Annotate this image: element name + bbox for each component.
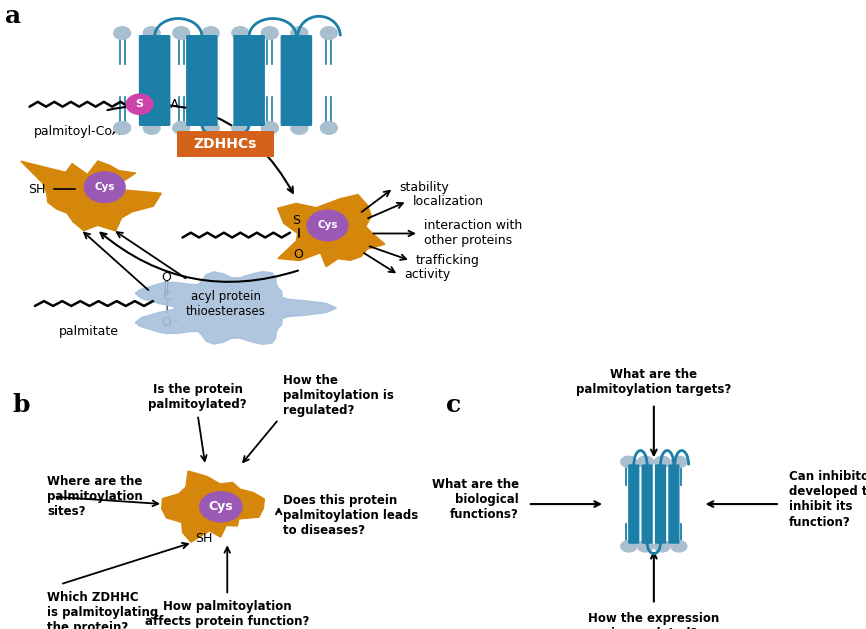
Circle shape bbox=[291, 27, 307, 40]
Polygon shape bbox=[135, 272, 336, 344]
Text: activity: activity bbox=[404, 269, 450, 281]
FancyBboxPatch shape bbox=[186, 35, 217, 126]
Circle shape bbox=[126, 94, 153, 114]
FancyBboxPatch shape bbox=[281, 35, 312, 126]
FancyBboxPatch shape bbox=[233, 35, 265, 126]
Text: How palmitoylation
affects protein function?: How palmitoylation affects protein funct… bbox=[145, 600, 309, 628]
Circle shape bbox=[621, 540, 637, 552]
Text: CoA: CoA bbox=[155, 97, 179, 111]
Text: ⁻: ⁻ bbox=[173, 318, 178, 328]
Text: trafficking: trafficking bbox=[417, 254, 480, 267]
Circle shape bbox=[671, 456, 687, 467]
FancyBboxPatch shape bbox=[642, 464, 653, 543]
Circle shape bbox=[113, 121, 131, 134]
FancyBboxPatch shape bbox=[655, 464, 666, 543]
Text: O: O bbox=[293, 248, 303, 260]
Circle shape bbox=[173, 121, 190, 134]
Text: SH: SH bbox=[196, 532, 213, 545]
Circle shape bbox=[199, 492, 242, 522]
Text: O: O bbox=[161, 316, 171, 329]
Circle shape bbox=[291, 121, 307, 134]
Text: |: | bbox=[165, 301, 169, 314]
Circle shape bbox=[621, 456, 637, 467]
Text: palmitate: palmitate bbox=[59, 325, 119, 338]
Text: S: S bbox=[136, 99, 144, 109]
Circle shape bbox=[113, 27, 131, 40]
Text: C: C bbox=[162, 290, 171, 303]
Text: c: c bbox=[445, 392, 461, 417]
Circle shape bbox=[203, 27, 219, 40]
Circle shape bbox=[143, 27, 160, 40]
FancyBboxPatch shape bbox=[628, 464, 639, 543]
Text: Where are the
palmitoylation
sites?: Where are the palmitoylation sites? bbox=[48, 476, 143, 518]
Circle shape bbox=[654, 456, 670, 467]
Circle shape bbox=[320, 121, 337, 134]
Text: Cys: Cys bbox=[317, 220, 338, 230]
Polygon shape bbox=[21, 161, 161, 231]
Text: How the expression
is regulated?: How the expression is regulated? bbox=[588, 612, 720, 629]
Text: How the
palmitoylation is
regulated?: How the palmitoylation is regulated? bbox=[282, 374, 393, 418]
Circle shape bbox=[654, 540, 670, 552]
Circle shape bbox=[173, 27, 190, 40]
Text: interaction with
other proteins: interaction with other proteins bbox=[424, 220, 522, 247]
Circle shape bbox=[203, 121, 219, 134]
Text: ‖: ‖ bbox=[162, 281, 169, 295]
Text: palmitoyl-CoA: palmitoyl-CoA bbox=[34, 125, 121, 138]
Polygon shape bbox=[162, 471, 264, 542]
Polygon shape bbox=[278, 194, 385, 267]
Circle shape bbox=[232, 121, 249, 134]
Text: Cys: Cys bbox=[209, 500, 233, 513]
Circle shape bbox=[143, 121, 160, 134]
Circle shape bbox=[84, 172, 125, 203]
Circle shape bbox=[637, 456, 654, 467]
Text: S: S bbox=[293, 214, 301, 228]
FancyBboxPatch shape bbox=[669, 464, 680, 543]
Text: What are the
biological
functions?: What are the biological functions? bbox=[431, 478, 519, 521]
Circle shape bbox=[262, 121, 278, 134]
Circle shape bbox=[232, 27, 249, 40]
Circle shape bbox=[671, 540, 687, 552]
Text: b: b bbox=[12, 392, 30, 417]
Text: acyl protein
thioesterases: acyl protein thioesterases bbox=[185, 290, 266, 318]
Text: What are the
palmitoylation targets?: What are the palmitoylation targets? bbox=[576, 369, 732, 396]
Text: a: a bbox=[5, 4, 22, 28]
Text: Cys: Cys bbox=[94, 182, 115, 192]
FancyBboxPatch shape bbox=[178, 131, 274, 157]
Circle shape bbox=[262, 27, 278, 40]
Text: Can inhibitors be
developed to
inhibit its
function?: Can inhibitors be developed to inhibit i… bbox=[789, 470, 866, 528]
Text: stability: stability bbox=[399, 181, 449, 194]
Text: Which ZDHHC
is palmitoylating
the protein?: Which ZDHHC is palmitoylating the protei… bbox=[48, 591, 158, 629]
Circle shape bbox=[320, 27, 337, 40]
Text: localization: localization bbox=[413, 195, 483, 208]
Text: O: O bbox=[161, 271, 171, 284]
Circle shape bbox=[307, 210, 348, 241]
Circle shape bbox=[637, 540, 654, 552]
Text: SH: SH bbox=[29, 182, 46, 196]
Text: ZDHHCs: ZDHHCs bbox=[194, 137, 257, 151]
Text: Is the protein
palmitoylated?: Is the protein palmitoylated? bbox=[148, 383, 247, 411]
Text: Does this protein
palmitoylation leads
to diseases?: Does this protein palmitoylation leads t… bbox=[282, 494, 417, 537]
FancyBboxPatch shape bbox=[139, 35, 171, 126]
